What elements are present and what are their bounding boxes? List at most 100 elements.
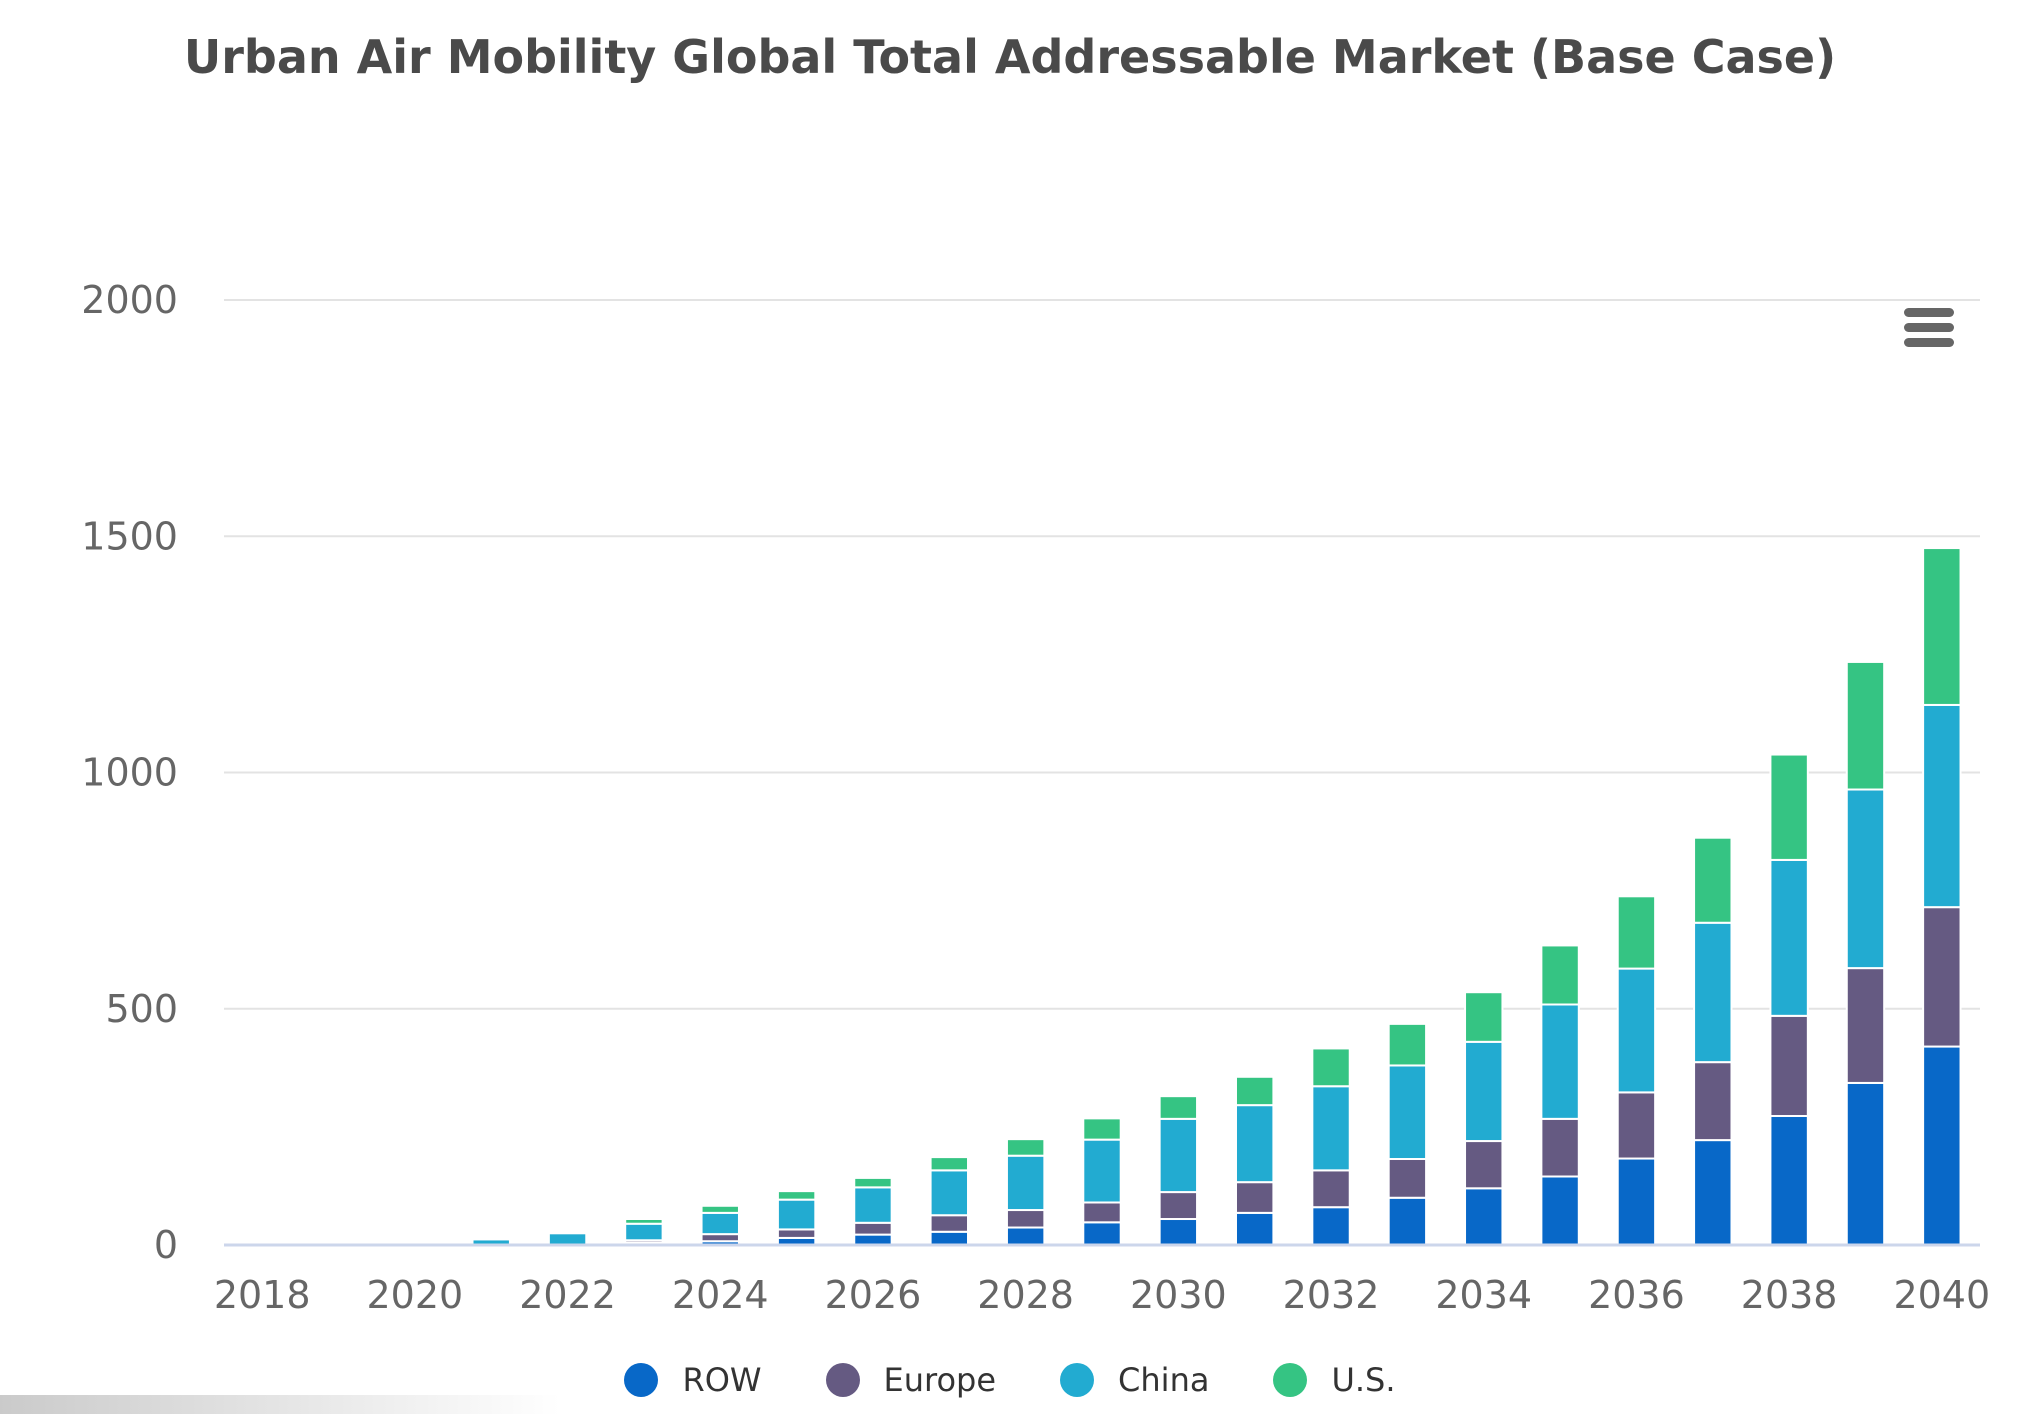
- bar-segment-china[interactable]: [1845, 788, 1886, 970]
- bar-segment-europe[interactable]: [1234, 1181, 1275, 1214]
- bar-segment-china[interactable]: [929, 1169, 970, 1217]
- axes: 0 500 1000 1500 2000 2018 2020 2022 2024 2026 2028…: [81, 278, 1990, 1317]
- bar-segment-europe[interactable]: [1311, 1169, 1351, 1209]
- bar-segment-europe[interactable]: [700, 1233, 740, 1243]
- bar-segment-u-s[interactable]: [1540, 944, 1580, 1006]
- bar-segment-row[interactable]: [853, 1233, 893, 1246]
- bar-segment-europe[interactable]: [929, 1214, 970, 1233]
- bar-segment-china[interactable]: [1082, 1138, 1122, 1204]
- x-tick-label: 2020: [367, 1273, 464, 1317]
- bar-segment-row[interactable]: [1845, 1081, 1886, 1246]
- bar-segment-row[interactable]: [1234, 1211, 1275, 1246]
- bar-segment-u-s[interactable]: [1311, 1047, 1351, 1088]
- legend-label: Europe: [883, 1361, 997, 1399]
- bar-segment-china[interactable]: [853, 1186, 893, 1224]
- bar-segment-u-s[interactable]: [471, 1237, 511, 1241]
- gridlines: [224, 299, 1980, 1010]
- x-tick-label: 2026: [825, 1273, 922, 1317]
- bar-segment-row[interactable]: [1540, 1175, 1580, 1247]
- bar-segment-europe[interactable]: [1464, 1140, 1504, 1190]
- bar-segment-u-s[interactable]: [1234, 1075, 1275, 1107]
- bar-segment-europe[interactable]: [776, 1228, 817, 1239]
- bar-segment-china[interactable]: [1693, 921, 1733, 1064]
- bar-segment-europe[interactable]: [1845, 967, 1886, 1084]
- bars: [471, 547, 1962, 1247]
- bar-segment-u-s[interactable]: [853, 1176, 893, 1189]
- bar-segment-u-s[interactable]: [624, 1218, 664, 1225]
- bar-segment-china[interactable]: [1922, 703, 1962, 909]
- x-tick-label: 2022: [519, 1273, 616, 1317]
- bar-segment-row[interactable]: [1082, 1221, 1122, 1246]
- bar-segment-row[interactable]: [1922, 1045, 1962, 1247]
- bar-segment-u-s[interactable]: [1387, 1022, 1428, 1067]
- bar-segment-europe[interactable]: [1922, 906, 1962, 1048]
- bar-segment-row[interactable]: [1005, 1226, 1046, 1246]
- bar-segment-row[interactable]: [1158, 1218, 1199, 1246]
- bar-segment-europe[interactable]: [1540, 1117, 1580, 1178]
- bar-segment-europe[interactable]: [1005, 1209, 1046, 1229]
- x-tick-label: 2038: [1741, 1273, 1838, 1317]
- bar-segment-china[interactable]: [700, 1211, 740, 1236]
- bar-segment-u-s[interactable]: [1693, 836, 1733, 924]
- bar-segment-china[interactable]: [1234, 1104, 1275, 1184]
- bar-segment-europe[interactable]: [1387, 1158, 1428, 1199]
- y-tick-label: 0: [154, 1223, 178, 1267]
- legend-item-u-s[interactable]: U.S.: [1273, 1361, 1396, 1399]
- bar-segment-europe[interactable]: [1158, 1191, 1199, 1221]
- bar-segment-china[interactable]: [1311, 1085, 1351, 1172]
- x-tick-label: 2018: [214, 1273, 311, 1317]
- hamburger-icon-line: [1904, 323, 1954, 332]
- x-tick-label: 2040: [1893, 1273, 1990, 1317]
- y-tick-label: 1500: [81, 514, 178, 558]
- bar-segment-europe[interactable]: [1616, 1091, 1657, 1160]
- legend-item-europe[interactable]: Europe: [825, 1361, 997, 1399]
- bar-segment-u-s[interactable]: [776, 1190, 817, 1201]
- legend-label: U.S.: [1331, 1361, 1396, 1399]
- bar-segment-u-s[interactable]: [1616, 895, 1657, 970]
- bar-segment-europe[interactable]: [1769, 1014, 1809, 1118]
- bar-segment-china[interactable]: [776, 1198, 817, 1231]
- y-tick-label: 1000: [81, 751, 178, 795]
- bar-segment-europe[interactable]: [853, 1221, 893, 1236]
- bar-segment-europe[interactable]: [1082, 1201, 1122, 1224]
- bar-segment-row[interactable]: [929, 1230, 970, 1247]
- bar-segment-u-s[interactable]: [1922, 547, 1962, 706]
- bar-segment-u-s[interactable]: [1005, 1138, 1046, 1157]
- bar-segment-u-s[interactable]: [929, 1156, 970, 1172]
- legend-item-china[interactable]: China: [1060, 1361, 1209, 1399]
- bar-segment-china[interactable]: [1158, 1117, 1199, 1194]
- bar-segment-china[interactable]: [1540, 1003, 1580, 1120]
- x-tick-label: 2036: [1588, 1273, 1685, 1317]
- bar-segment-u-s[interactable]: [1158, 1095, 1199, 1120]
- bar-segment-china[interactable]: [624, 1222, 664, 1242]
- bar-segment-u-s[interactable]: [1769, 753, 1809, 861]
- bar-segment-row[interactable]: [1311, 1206, 1351, 1246]
- bar-segment-china[interactable]: [1005, 1154, 1046, 1212]
- bar-segment-row[interactable]: [1464, 1187, 1504, 1247]
- bar-segment-u-s[interactable]: [1845, 660, 1886, 791]
- bar-segment-row[interactable]: [1693, 1139, 1733, 1246]
- chart-menu-button[interactable]: [1904, 308, 1956, 352]
- hamburger-icon-line: [1904, 308, 1954, 317]
- bar-segment-china[interactable]: [1769, 858, 1809, 1017]
- bar-segment-u-s[interactable]: [700, 1204, 740, 1214]
- bar-segment-china[interactable]: [1387, 1064, 1428, 1161]
- legend-label: China: [1118, 1361, 1210, 1399]
- x-tick-label: 2030: [1130, 1273, 1227, 1317]
- bar-segment-row[interactable]: [1387, 1196, 1428, 1246]
- legend-swatch-icon: [825, 1363, 860, 1397]
- bar-segment-china[interactable]: [1464, 1040, 1504, 1143]
- bar-segment-row[interactable]: [1769, 1115, 1809, 1246]
- bar-segment-u-s[interactable]: [547, 1230, 588, 1235]
- legend-item-row[interactable]: ROW: [624, 1361, 762, 1399]
- bar-segment-u-s[interactable]: [1082, 1117, 1122, 1141]
- bar-segment-china[interactable]: [547, 1232, 588, 1246]
- bar-segment-europe[interactable]: [1693, 1061, 1733, 1142]
- bar-segment-u-s[interactable]: [1464, 991, 1504, 1043]
- bar-segment-china[interactable]: [1616, 967, 1657, 1094]
- x-tick-label: 2028: [977, 1273, 1074, 1317]
- x-tick-label: 2032: [1283, 1273, 1380, 1317]
- bar-segment-row[interactable]: [1616, 1157, 1657, 1246]
